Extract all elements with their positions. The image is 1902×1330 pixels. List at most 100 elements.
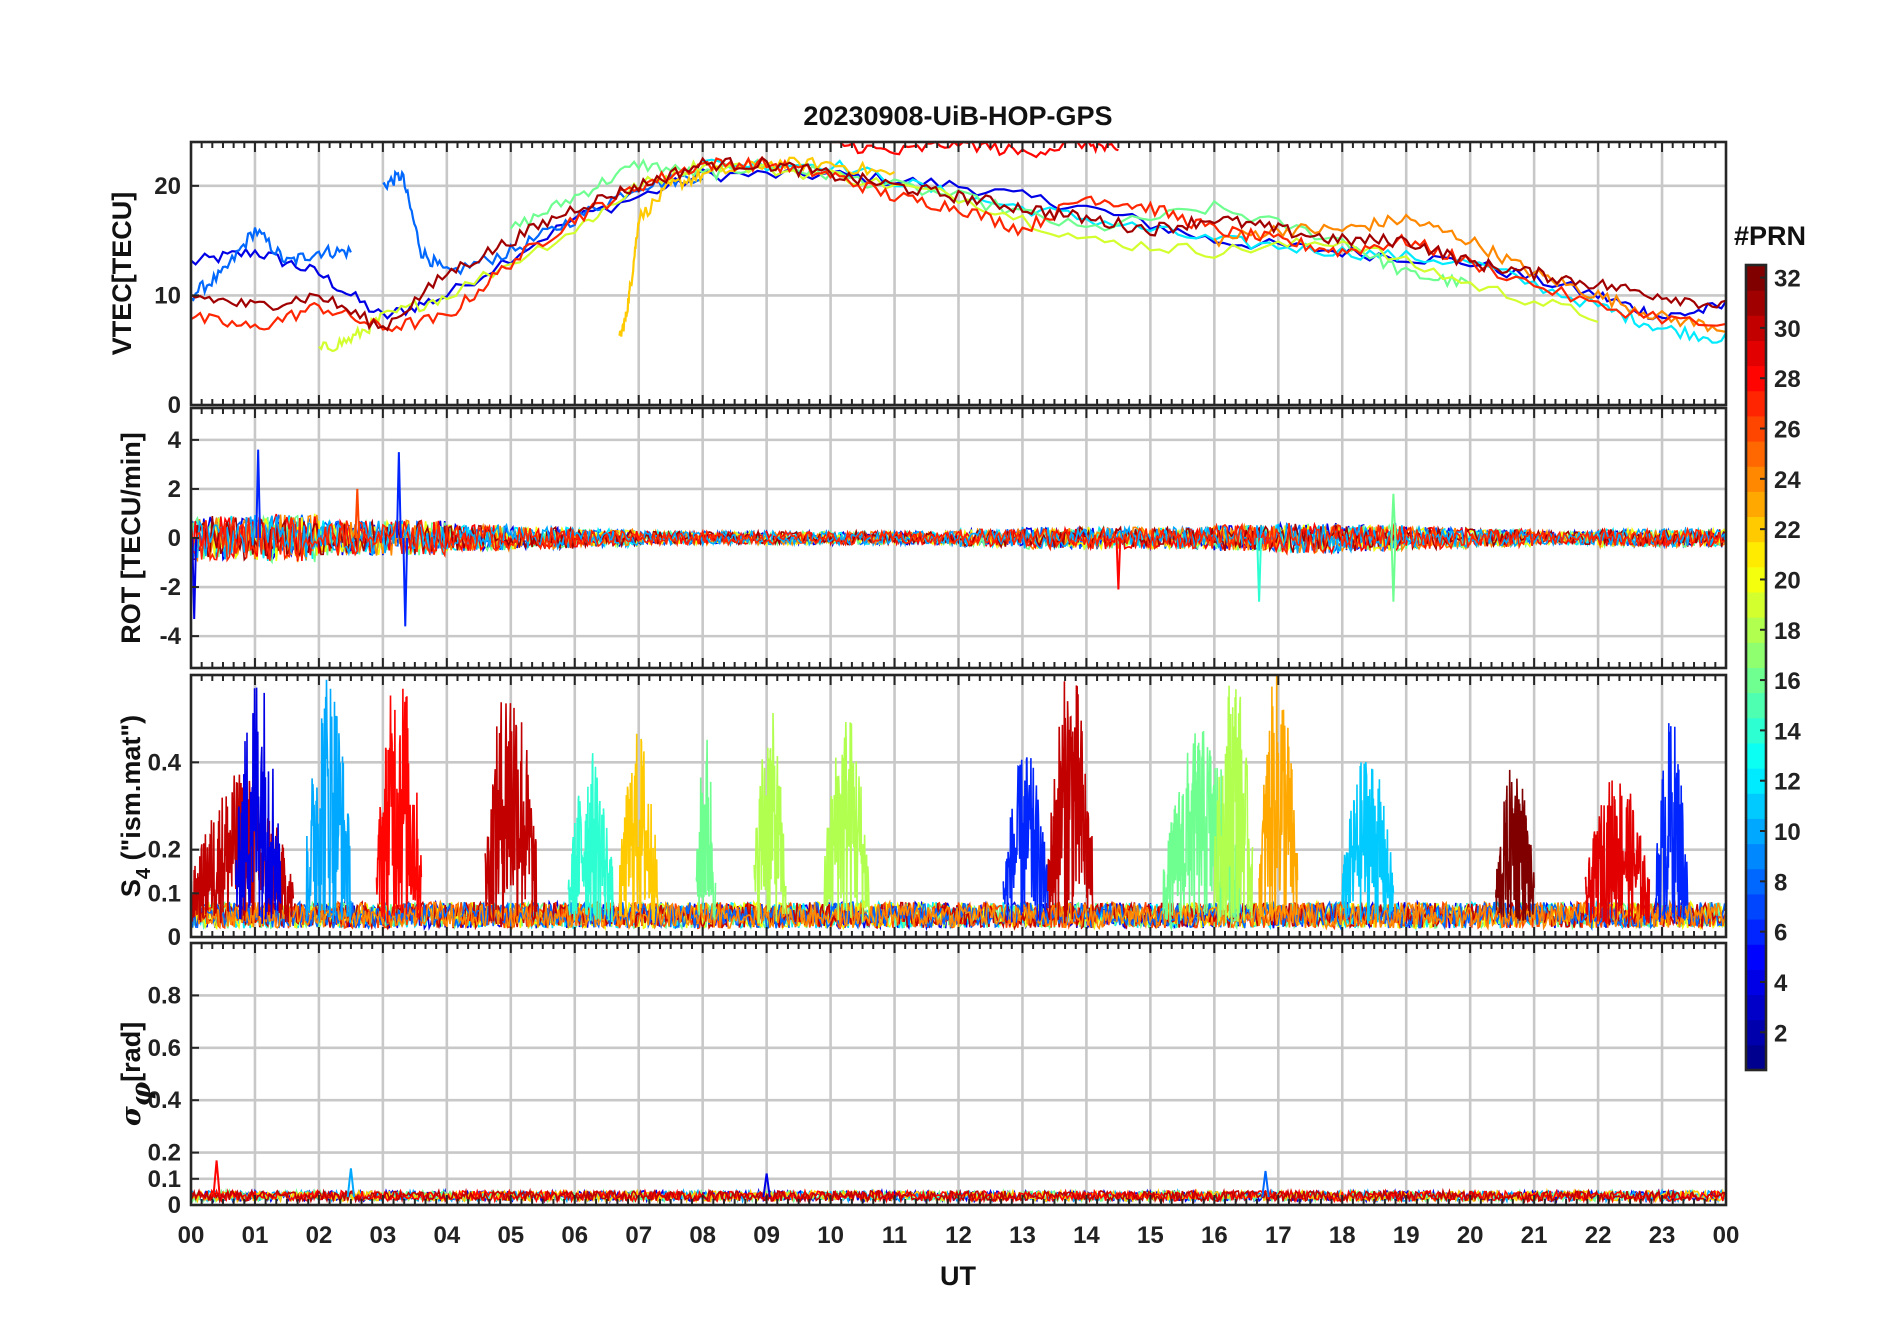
colorbar-segment (1746, 541, 1766, 568)
x-tick-label: 05 (497, 1222, 524, 1249)
s4-ylabel: S4 ("ism.mat") (116, 715, 155, 897)
vtec-series-line (618, 156, 896, 337)
colorbar-segment (1746, 592, 1766, 618)
x-tick-label: 01 (242, 1222, 269, 1249)
colorbar-tick-label: 28 (1774, 366, 1801, 393)
colorbar-tick-label: 6 (1774, 920, 1787, 947)
x-axis-label: UT (940, 1261, 976, 1291)
colorbar-segment (1746, 919, 1766, 945)
s4-burst (1213, 685, 1254, 923)
sigma-phi-panel: 00.10.2 0.4 0.6 0.8 σφ[rad] (116, 941, 1728, 1219)
sigma-ylabel-sub: φ (126, 1081, 157, 1106)
x-tick-label: 21 (1521, 1222, 1548, 1249)
colorbar-segment (1746, 667, 1766, 694)
y-tick-label: 0.1 (148, 880, 181, 907)
x-tick-label: 04 (433, 1222, 460, 1249)
colorbar-segment (1746, 893, 1766, 920)
y-tick-label: 0 (168, 1192, 181, 1219)
x-tick-label: 03 (370, 1222, 397, 1249)
vtec-series-line (190, 155, 1727, 333)
colorbar-segment (1746, 365, 1766, 392)
colorbar-segment (1746, 340, 1766, 367)
colorbar-segment (1746, 868, 1766, 895)
colorbar-segment (1746, 491, 1766, 518)
sigma-ylabel-main: σ (116, 1106, 147, 1126)
vtec-ylabel: VTEC[TECU] (107, 192, 137, 356)
vtec-series-line (830, 140, 1119, 159)
rot-series (190, 449, 1727, 627)
colorbar-segment (1746, 415, 1766, 442)
colorbar-segment (1746, 516, 1766, 543)
colorbar-segment (1746, 994, 1766, 1021)
x-tick-label: 08 (689, 1222, 716, 1249)
x-tick-label: 18 (1329, 1222, 1356, 1249)
colorbar-tick-label: 16 (1774, 668, 1801, 695)
y-tick-label: 0.1 (148, 1166, 181, 1193)
colorbar-segment (1746, 717, 1766, 744)
colorbar-tick-label: 2 (1774, 1020, 1787, 1047)
y-tick-label: 0.4 (148, 749, 182, 776)
x-tick-label: 15 (1137, 1222, 1164, 1249)
colorbar-segment (1746, 1019, 1766, 1046)
y-tick-label: 0.8 (148, 982, 181, 1009)
rot-series-line (190, 515, 1727, 560)
s4-ylabel-rest: ("ism.mat") (116, 715, 146, 868)
x-tick-label: 00 (1713, 1222, 1740, 1249)
colorbar-tick-label: 20 (1774, 567, 1801, 594)
vtec-axes-frame (189, 140, 1728, 407)
colorbar-segment (1746, 742, 1766, 769)
s4-burst (1047, 681, 1094, 924)
x-tick-label: 23 (1649, 1222, 1676, 1249)
rot-spike (354, 488, 361, 539)
s4-burst (753, 712, 787, 924)
colorbar-segment (1746, 290, 1766, 316)
colorbar-tick-label: 10 (1774, 819, 1801, 846)
sigma-ylabel-rest: [rad] (116, 1022, 146, 1082)
s4-burst (1654, 723, 1689, 924)
x-tick-label: 11 (882, 1222, 907, 1249)
rot-series-line (190, 513, 1727, 562)
x-tick-label: 07 (625, 1222, 652, 1249)
s4-burst (618, 733, 659, 924)
vtec-panel: 0 10 20 VTEC[TECU] (107, 140, 1728, 419)
s4-ylabel-main: S (116, 879, 146, 897)
y-tick-label: 0 (168, 392, 181, 419)
colorbar-tick-label: 14 (1774, 718, 1801, 745)
y-tick-label: -2 (160, 574, 181, 601)
rot-spike (1390, 493, 1397, 539)
colorbar-tick-label: 32 (1774, 266, 1801, 293)
vtec-series (190, 140, 1727, 353)
s4-burst (1584, 780, 1651, 926)
colorbar-tick-label: 4 (1774, 970, 1788, 997)
x-tick-label: 00 (178, 1222, 205, 1249)
sigma-peak (1261, 1170, 1270, 1198)
x-tick-label: 02 (306, 1222, 333, 1249)
colorbar-segment (1746, 315, 1766, 341)
colorbar-label: #PRN (1734, 221, 1806, 251)
s4-burst (305, 679, 352, 923)
colorbar-segment (1746, 818, 1766, 845)
y-tick-label: 0.2 (148, 837, 181, 864)
colorbar-segment (1746, 793, 1766, 819)
rot-spike (255, 449, 262, 539)
sigma-peak (346, 1168, 356, 1198)
sigma-ylabel: σφ[rad] (116, 1022, 157, 1126)
x-tick-label: 10 (817, 1222, 844, 1249)
s4-burst (1341, 761, 1395, 924)
colorbar-segment (1746, 843, 1766, 870)
s4-axes-frame (189, 673, 1728, 939)
s4-panel: 0 0.1 0.2 0.4 S4 ("ism.mat") (116, 673, 1728, 951)
y-tick-label: 0.6 (148, 1035, 181, 1062)
colorbar-tick-label: 8 (1774, 869, 1787, 896)
y-tick-label: 10 (154, 282, 181, 309)
colorbar-segment (1746, 692, 1766, 719)
vtec-series-line (190, 227, 352, 302)
y-tick-label: 20 (154, 173, 181, 200)
y-tick-label: 0.4 (148, 1087, 182, 1114)
colorbar-tick-label: 24 (1774, 467, 1801, 494)
colorbar-segment (1746, 441, 1766, 467)
rot-axes-frame (189, 406, 1728, 670)
colorbar-tick-label: 12 (1774, 769, 1801, 796)
x-tick-label: 16 (1201, 1222, 1228, 1249)
